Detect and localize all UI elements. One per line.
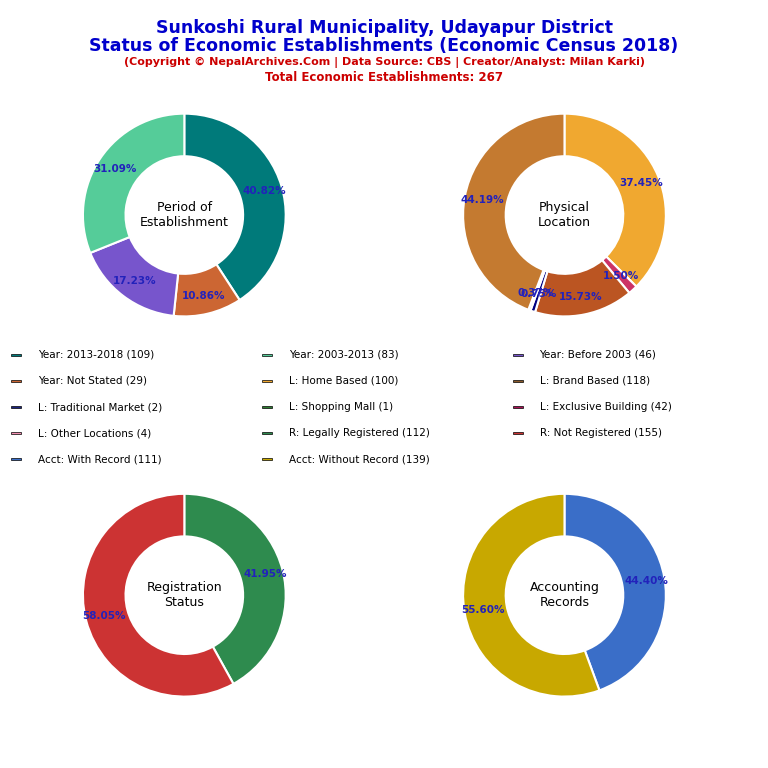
Bar xyxy=(263,458,272,461)
Text: Acct: With Record (111): Acct: With Record (111) xyxy=(38,454,161,465)
Text: Physical
Location: Physical Location xyxy=(538,201,591,229)
Wedge shape xyxy=(83,494,233,697)
Bar xyxy=(513,353,523,356)
Wedge shape xyxy=(531,270,548,312)
Bar xyxy=(513,379,523,382)
Text: R: Not Registered (155): R: Not Registered (155) xyxy=(540,428,661,439)
Text: L: Home Based (100): L: Home Based (100) xyxy=(289,376,398,386)
Text: Year: 2003-2013 (83): Year: 2003-2013 (83) xyxy=(289,349,399,360)
Wedge shape xyxy=(564,114,666,286)
Bar xyxy=(263,406,272,409)
Bar xyxy=(263,379,272,382)
Wedge shape xyxy=(535,260,629,316)
Wedge shape xyxy=(184,114,286,300)
Wedge shape xyxy=(602,257,637,293)
Text: 0.75%: 0.75% xyxy=(520,289,557,299)
Text: L: Other Locations (4): L: Other Locations (4) xyxy=(38,428,151,439)
Text: 55.60%: 55.60% xyxy=(461,604,505,614)
Text: 40.82%: 40.82% xyxy=(242,187,286,197)
Text: 44.19%: 44.19% xyxy=(461,195,505,205)
Text: 17.23%: 17.23% xyxy=(112,276,156,286)
Text: 41.95%: 41.95% xyxy=(243,569,286,579)
Text: 31.09%: 31.09% xyxy=(94,164,137,174)
Bar xyxy=(12,406,21,409)
Text: L: Exclusive Building (42): L: Exclusive Building (42) xyxy=(540,402,671,412)
Wedge shape xyxy=(91,237,178,316)
Text: 0.37%: 0.37% xyxy=(518,288,554,298)
Text: Total Economic Establishments: 267: Total Economic Establishments: 267 xyxy=(265,71,503,84)
Wedge shape xyxy=(463,114,564,310)
Text: 44.40%: 44.40% xyxy=(624,576,668,586)
Bar xyxy=(513,432,523,435)
Wedge shape xyxy=(463,494,599,697)
Bar xyxy=(12,458,21,461)
Text: Sunkoshi Rural Municipality, Udayapur District: Sunkoshi Rural Municipality, Udayapur Di… xyxy=(155,19,613,37)
Text: L: Shopping Mall (1): L: Shopping Mall (1) xyxy=(289,402,392,412)
Text: Year: Before 2003 (46): Year: Before 2003 (46) xyxy=(540,349,657,360)
Text: 37.45%: 37.45% xyxy=(619,178,663,188)
Bar xyxy=(12,353,21,356)
Text: (Copyright © NepalArchives.Com | Data Source: CBS | Creator/Analyst: Milan Karki: (Copyright © NepalArchives.Com | Data So… xyxy=(124,57,644,68)
Wedge shape xyxy=(184,494,286,684)
Text: Status of Economic Establishments (Economic Census 2018): Status of Economic Establishments (Econo… xyxy=(89,37,679,55)
Text: Accounting
Records: Accounting Records xyxy=(530,581,599,609)
Text: Registration
Status: Registration Status xyxy=(147,581,222,609)
Text: 1.50%: 1.50% xyxy=(602,271,639,281)
Text: Year: Not Stated (29): Year: Not Stated (29) xyxy=(38,376,147,386)
Text: R: Legally Registered (112): R: Legally Registered (112) xyxy=(289,428,429,439)
Text: Acct: Without Record (139): Acct: Without Record (139) xyxy=(289,454,429,465)
Bar xyxy=(513,406,523,409)
Text: 58.05%: 58.05% xyxy=(82,611,126,621)
Bar xyxy=(263,353,272,356)
Text: 10.86%: 10.86% xyxy=(182,291,226,301)
Text: L: Traditional Market (2): L: Traditional Market (2) xyxy=(38,402,162,412)
Text: L: Brand Based (118): L: Brand Based (118) xyxy=(540,376,650,386)
Text: 15.73%: 15.73% xyxy=(559,292,603,302)
Wedge shape xyxy=(83,114,184,253)
Bar xyxy=(12,379,21,382)
Text: Period of
Establishment: Period of Establishment xyxy=(140,201,229,229)
Wedge shape xyxy=(564,494,666,690)
Text: Year: 2013-2018 (109): Year: 2013-2018 (109) xyxy=(38,349,154,360)
Wedge shape xyxy=(174,264,240,316)
Wedge shape xyxy=(528,270,545,310)
Bar xyxy=(12,432,21,435)
Bar xyxy=(263,432,272,435)
